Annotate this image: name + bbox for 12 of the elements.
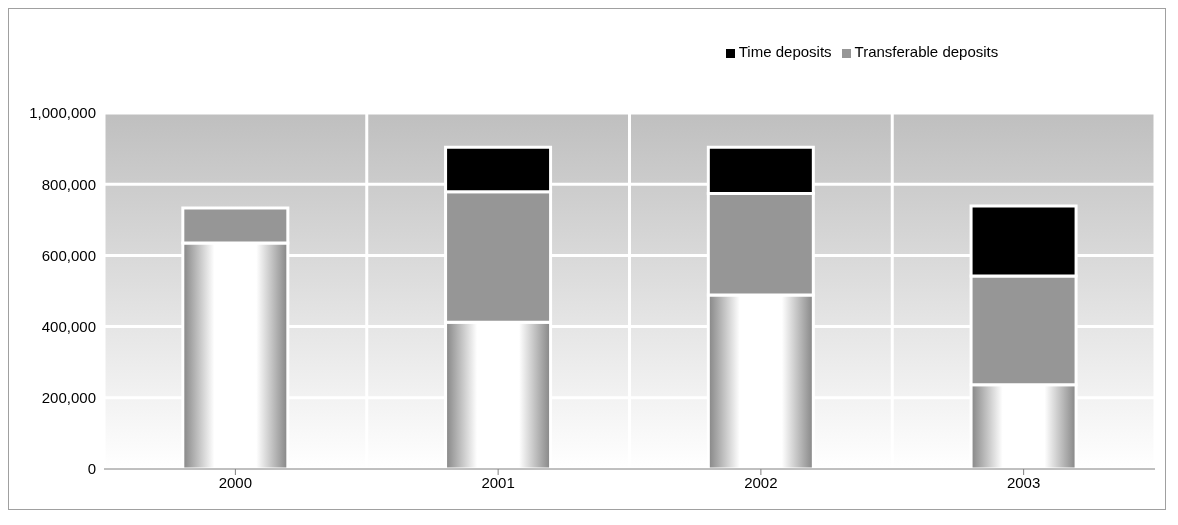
legend-label: Time deposits	[738, 43, 832, 60]
y-tick-label: 0	[87, 460, 96, 478]
x-tick-label: 2003	[1006, 473, 1041, 491]
y-tick-label: 200,000	[41, 389, 96, 407]
x-tick-label: 2000	[218, 473, 253, 491]
y-tick-label: 600,000	[41, 246, 96, 264]
y-tick-label: 400,000	[41, 317, 96, 335]
y-tick-label: 800,000	[41, 175, 96, 193]
x-tick-label: 2002	[744, 473, 778, 491]
x-tick-label: 2001	[481, 473, 515, 491]
legend-label: Transferable deposits	[854, 43, 999, 60]
y-tick-label: 1,000,000	[29, 104, 96, 122]
